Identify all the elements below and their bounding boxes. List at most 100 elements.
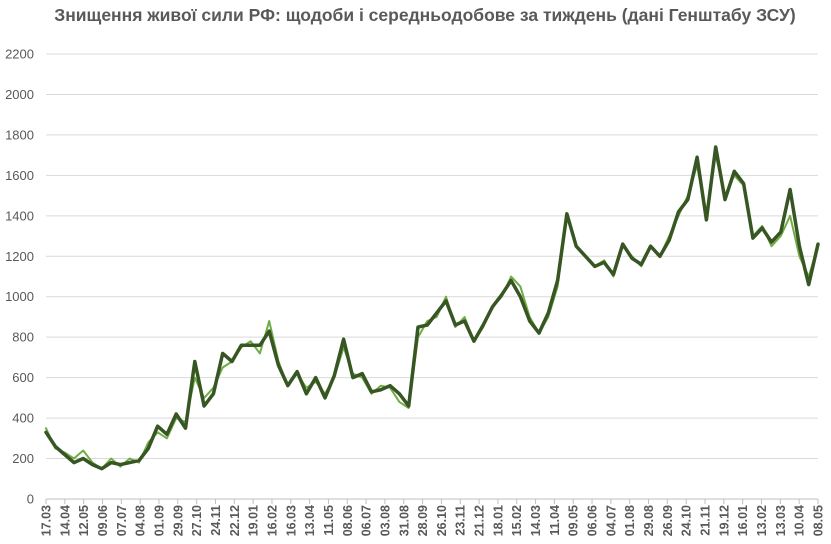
data-point	[296, 371, 298, 373]
data-point	[287, 385, 289, 387]
plot-area	[44, 145, 820, 471]
data-point	[705, 219, 708, 221]
data-point	[240, 344, 242, 346]
x-tick-label: 19.12	[717, 505, 731, 536]
data-point	[73, 457, 75, 460]
data-point	[770, 241, 773, 243]
x-tick-label: 12.05	[77, 505, 91, 536]
data-point	[491, 306, 494, 308]
y-tick-label: 1200	[5, 249, 34, 264]
y-tick-label: 200	[12, 451, 34, 466]
data-point	[380, 385, 382, 387]
data-point	[147, 447, 149, 449]
data-point	[808, 284, 810, 286]
data-point	[157, 425, 159, 427]
data-point	[175, 413, 177, 415]
data-point	[566, 213, 568, 215]
data-point	[398, 401, 400, 403]
data-point	[370, 391, 373, 393]
data-point	[110, 457, 112, 460]
data-point	[315, 377, 317, 379]
x-tick-label: 13.02	[755, 505, 769, 536]
chart-title: Знищення живої сили РФ: щодоби і середнь…	[54, 5, 795, 25]
x-tick-label: 01.08	[623, 505, 637, 536]
y-tick-label: 0	[27, 492, 34, 507]
data-point	[212, 393, 214, 395]
y-tick-label: 800	[12, 330, 34, 345]
gridlines	[46, 53, 818, 500]
data-point	[417, 326, 419, 328]
data-point	[640, 263, 642, 265]
data-point	[761, 225, 763, 227]
data-point	[677, 211, 680, 213]
data-point	[138, 460, 140, 462]
x-tick-label: 26.10	[435, 505, 449, 536]
data-point	[501, 294, 503, 296]
x-tick-label: 21.11	[699, 505, 713, 536]
y-tick-label: 2200	[5, 47, 34, 62]
x-tick-label: 16.03	[284, 505, 298, 536]
data-point	[464, 320, 466, 322]
x-tick-label: 28.09	[416, 505, 430, 536]
data-point	[194, 377, 196, 379]
y-tick-label: 1800	[5, 127, 34, 142]
data-point	[780, 235, 782, 237]
data-point	[305, 393, 307, 395]
data-point	[743, 182, 745, 185]
x-tick-label: 31.08	[397, 505, 411, 536]
y-tick-label: 1400	[5, 208, 34, 223]
x-tick-label: 07.07	[115, 505, 129, 536]
x-tick-label: 27.10	[190, 505, 204, 536]
data-point	[538, 332, 540, 334]
data-point	[789, 215, 791, 217]
x-tick-label: 09.05	[567, 505, 581, 536]
data-point	[426, 324, 428, 326]
data-point	[277, 364, 280, 367]
y-tick-label: 600	[12, 370, 34, 385]
x-tick-label: 04.07	[604, 505, 618, 536]
data-point	[770, 245, 773, 247]
x-tick-label: 03.08	[378, 505, 392, 536]
data-point	[129, 457, 131, 460]
x-tick-label: 29.08	[642, 505, 656, 536]
data-point	[324, 397, 326, 399]
weekly-average-series-line	[44, 145, 820, 471]
x-tick-label: 24.11	[209, 505, 223, 536]
x-tick-label: 11.05	[322, 505, 336, 536]
data-point	[231, 360, 233, 363]
x-tick-label: 26.09	[661, 505, 675, 536]
y-tick-label: 1000	[5, 289, 34, 304]
x-tick-label: 17.03	[40, 505, 54, 536]
data-point	[696, 156, 698, 158]
data-point	[445, 296, 447, 298]
data-point	[780, 231, 782, 233]
data-point	[594, 265, 596, 267]
data-point	[659, 255, 661, 257]
data-point	[473, 340, 475, 342]
x-tick-label: 16.01	[736, 505, 750, 536]
data-point	[622, 243, 624, 245]
data-point	[454, 326, 456, 328]
data-point	[789, 188, 791, 191]
x-tick-label: 11.04	[548, 505, 562, 536]
y-tick-label: 400	[12, 411, 34, 426]
x-tick-label: 23.11	[454, 505, 468, 536]
data-point	[436, 312, 438, 314]
data-point	[203, 405, 205, 407]
data-point	[510, 275, 512, 278]
x-tick-label: 04.08	[134, 505, 148, 536]
x-tick-label: 06.06	[586, 505, 600, 536]
data-point	[426, 320, 428, 322]
x-tick-label: 15.02	[510, 505, 524, 536]
y-tick-label: 1600	[5, 168, 34, 183]
data-point	[259, 344, 261, 346]
x-tick-label: 08.05	[812, 505, 826, 536]
data-point	[101, 468, 103, 470]
x-tick-label: 19.01	[247, 505, 261, 536]
data-point	[222, 352, 224, 354]
data-point	[612, 273, 615, 276]
data-point	[631, 257, 633, 259]
data-point	[752, 237, 754, 239]
data-point	[650, 245, 652, 247]
